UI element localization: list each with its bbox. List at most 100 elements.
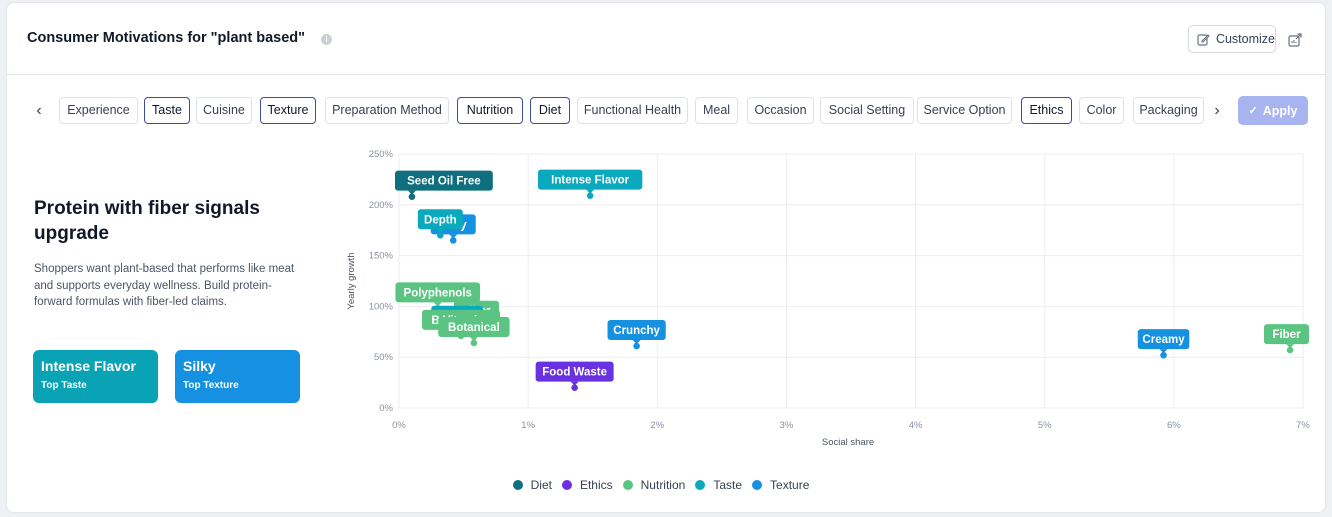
legend-item-texture[interactable]: Texture (752, 476, 809, 494)
point-label-bg (395, 282, 481, 303)
filter-chip-service-option[interactable]: Service Option (917, 97, 1012, 124)
point-label-bg (535, 361, 614, 382)
y-tick-label: 100% (369, 301, 394, 312)
point-label: Polyphenols (404, 287, 472, 299)
scatter-point-crunchy[interactable]: Crunchy (607, 320, 666, 350)
point-label-bg (1137, 329, 1190, 350)
point-label-bg (607, 320, 666, 341)
scatter-point-seed-oil-free[interactable]: Seed Oil Free (395, 170, 493, 200)
scatter-point-botanical[interactable]: Botanical (438, 316, 510, 347)
page-title: Consumer Motivations for "plant based" (27, 30, 305, 46)
x-tick-label: 4% (909, 420, 923, 431)
point-label: Crunchy (613, 325, 660, 337)
filter-chip-occasion[interactable]: Occasion (747, 97, 814, 124)
point-label-pointer (433, 302, 442, 307)
point-label-pointer (632, 340, 641, 345)
point-label-pointer (1159, 349, 1168, 354)
customize-label: Customize (1215, 32, 1275, 46)
chevron-left-icon[interactable]: ‹ (36, 102, 42, 119)
legend-item-ethics[interactable]: Ethics (561, 476, 613, 494)
point-label-pointer (1286, 344, 1295, 349)
filter-chip-taste[interactable]: Taste (144, 97, 190, 124)
top-texture-label: Top Texture (183, 380, 239, 391)
y-tick-label: 50% (374, 352, 394, 363)
x-tick-label: 5% (1038, 420, 1052, 431)
legend-item-taste[interactable]: Taste (695, 476, 742, 494)
card-header: Consumer Motivations for "plant based" i… (7, 3, 1325, 75)
point-marker (449, 237, 457, 244)
filter-chip-meal[interactable]: Meal (695, 97, 738, 124)
x-tick-label: 6% (1167, 420, 1181, 431)
point-label-bg (537, 169, 643, 190)
x-tick-label: 3% (780, 420, 794, 431)
filter-chip-cuisine[interactable]: Cuisine (196, 97, 252, 124)
x-tick-label: 1% (521, 420, 535, 431)
filter-chip-social-setting[interactable]: Social Setting (820, 97, 914, 124)
legend-dot (561, 480, 572, 490)
x-axis-label: Social share (822, 437, 874, 448)
point-label: Food Waste (542, 367, 607, 379)
point-label: Fiber (1272, 329, 1301, 341)
filter-chip-texture[interactable]: Texture (260, 97, 316, 124)
point-marker (408, 193, 416, 200)
point-label: Creamy (1142, 334, 1185, 346)
scatter-point-intense-flavor[interactable]: Intense Flavor (537, 169, 643, 199)
filter-chip-diet[interactable]: Diet (530, 97, 570, 124)
point-label-bg (1264, 324, 1309, 345)
chevron-right-icon[interactable]: › (1214, 102, 1220, 119)
point-marker (586, 192, 594, 199)
x-tick-label: 2% (650, 420, 664, 431)
point-label-pointer (469, 336, 478, 341)
apply-label: Apply (1262, 103, 1298, 118)
top-taste-card[interactable]: Intense Flavor Top Taste (33, 350, 158, 403)
legend-label: Nutrition (640, 478, 686, 492)
top-taste-value: Intense Flavor (41, 358, 136, 374)
y-axis-label: Yearly growth (346, 252, 357, 309)
filter-chip-preparation-method[interactable]: Preparation Method (325, 97, 449, 124)
top-texture-value: Silky (183, 358, 216, 374)
legend-item-diet[interactable]: Diet (512, 476, 552, 494)
x-tick-label: 7% (1296, 420, 1310, 431)
point-marker (470, 339, 478, 347)
scatter-point-food-waste[interactable]: Food Waste (535, 361, 614, 391)
top-texture-card[interactable]: Silky Top Texture (175, 350, 300, 403)
legend-label: Ethics (579, 478, 613, 492)
chart-legend: Diet Ethics Nutrition Taste Texture (7, 476, 1325, 494)
scatter-chart-svg: 0% 1% 2% 3% 4% 5% 6% 7% 0% 50% 100% 150% 200% 250% Soc… (346, 149, 1310, 448)
scatter-point-fiber[interactable]: Fiber (1264, 324, 1309, 354)
filter-chip-ethics[interactable]: Ethics (1021, 97, 1072, 124)
legend-item-nutrition[interactable]: Nutrition (622, 476, 686, 494)
point-label-bg (395, 170, 493, 191)
check-icon: ✓ (1248, 105, 1258, 117)
y-tick-label: 150% (369, 251, 394, 262)
point-marker (1286, 346, 1294, 354)
x-tick-label: 0% (392, 420, 406, 431)
scatter-chart: 0% 1% 2% 3% 4% 5% 6% 7% 0% 50% 100% 150% 200% 250% Soc… (337, 143, 1317, 458)
legend-dot (622, 480, 633, 490)
point-label: Intense Flavor (551, 175, 629, 187)
apply-button[interactable]: ✓ Apply (1238, 96, 1308, 125)
top-taste-label: Top Taste (41, 380, 87, 391)
filter-chip-functional-health[interactable]: Functional Health (577, 97, 688, 124)
legend-dot (695, 480, 706, 490)
y-tick-label: 200% (369, 200, 394, 211)
legend-dot (752, 480, 763, 490)
filter-chip-packaging[interactable]: Packaging (1133, 97, 1204, 124)
point-label: Botanical (448, 322, 500, 334)
consumer-motivations-card: Consumer Motivations for "plant based" i… (6, 2, 1326, 513)
point-label-pointer (436, 229, 445, 234)
point-marker (1160, 351, 1167, 359)
point-label-bg (438, 316, 510, 337)
point-marker (633, 342, 640, 350)
scatter-point-creamy[interactable]: Creamy (1137, 329, 1190, 359)
info-icon[interactable]: i (321, 34, 332, 45)
export-icon[interactable] (1287, 32, 1303, 48)
scatter-point-depth[interactable]: Depth (417, 209, 463, 239)
legend-dot (512, 480, 523, 490)
edit-icon (1197, 33, 1210, 46)
filter-chip-color[interactable]: Color (1079, 97, 1124, 124)
filter-chip-nutrition[interactable]: Nutrition (457, 97, 523, 124)
customize-button[interactable]: Customize (1188, 25, 1276, 53)
filter-chip-experience[interactable]: Experience (59, 97, 138, 124)
filter-chip-row: ‹ Experience Taste Cuisine Texture Preparati… (7, 97, 1325, 125)
